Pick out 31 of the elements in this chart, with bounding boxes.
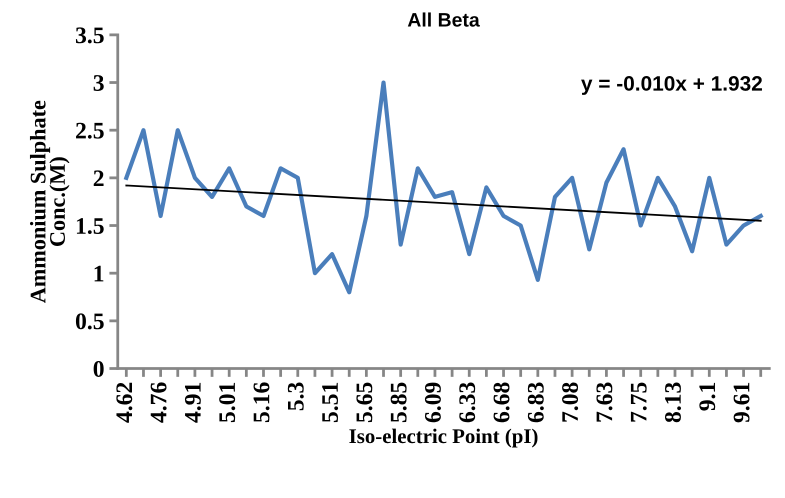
y-axis-title: Ammonium Sulphate Conc.(M)	[30, 100, 70, 304]
x-tick-label: 9.1	[699, 382, 716, 411]
x-tick-label: 6.68	[494, 382, 510, 422]
annotation: y = -0.010x + 1.932	[581, 76, 762, 95]
x-tick-label: 6.33	[459, 382, 476, 422]
x-tick-label: 8.13	[664, 382, 682, 422]
x-tick-label: 5.01	[219, 382, 236, 422]
x-tick-label: 7.75	[630, 382, 647, 422]
x-tick-label: 5.51	[322, 382, 338, 422]
x-tick-label: 6.83	[528, 382, 544, 422]
x-tick-label: 5.3	[288, 382, 304, 410]
x-tick-label: 4.91	[184, 382, 201, 423]
x-tick-label: 4.76	[150, 382, 167, 423]
y-tick-label: 2.5	[76, 122, 104, 139]
x-tick-label: 5.65	[356, 382, 372, 422]
x-tick-label: 9.61	[734, 382, 750, 422]
x-axis-title: Iso-electric Point (pI)	[349, 428, 538, 448]
y-tick-label: 0	[94, 361, 104, 377]
y-tick-label: 1.5	[76, 218, 104, 234]
x-tick-label: 5.85	[390, 382, 407, 422]
x-tick-label: 4.62	[116, 382, 132, 423]
y-tick-label: 3	[94, 75, 104, 91]
y-tick-label: 2	[94, 170, 104, 186]
y-tick-label: 0.5	[76, 313, 104, 330]
x-tick-label: 7.63	[596, 382, 612, 422]
y-tick-label: 3.5	[76, 27, 104, 44]
x-tick-label: 7.08	[562, 382, 578, 422]
y-tick-label: 1	[94, 266, 104, 282]
x-tick-label: 5.16	[254, 382, 270, 422]
x-tick-label: 6.09	[424, 382, 441, 422]
chart-title: All Beta	[408, 12, 480, 27]
